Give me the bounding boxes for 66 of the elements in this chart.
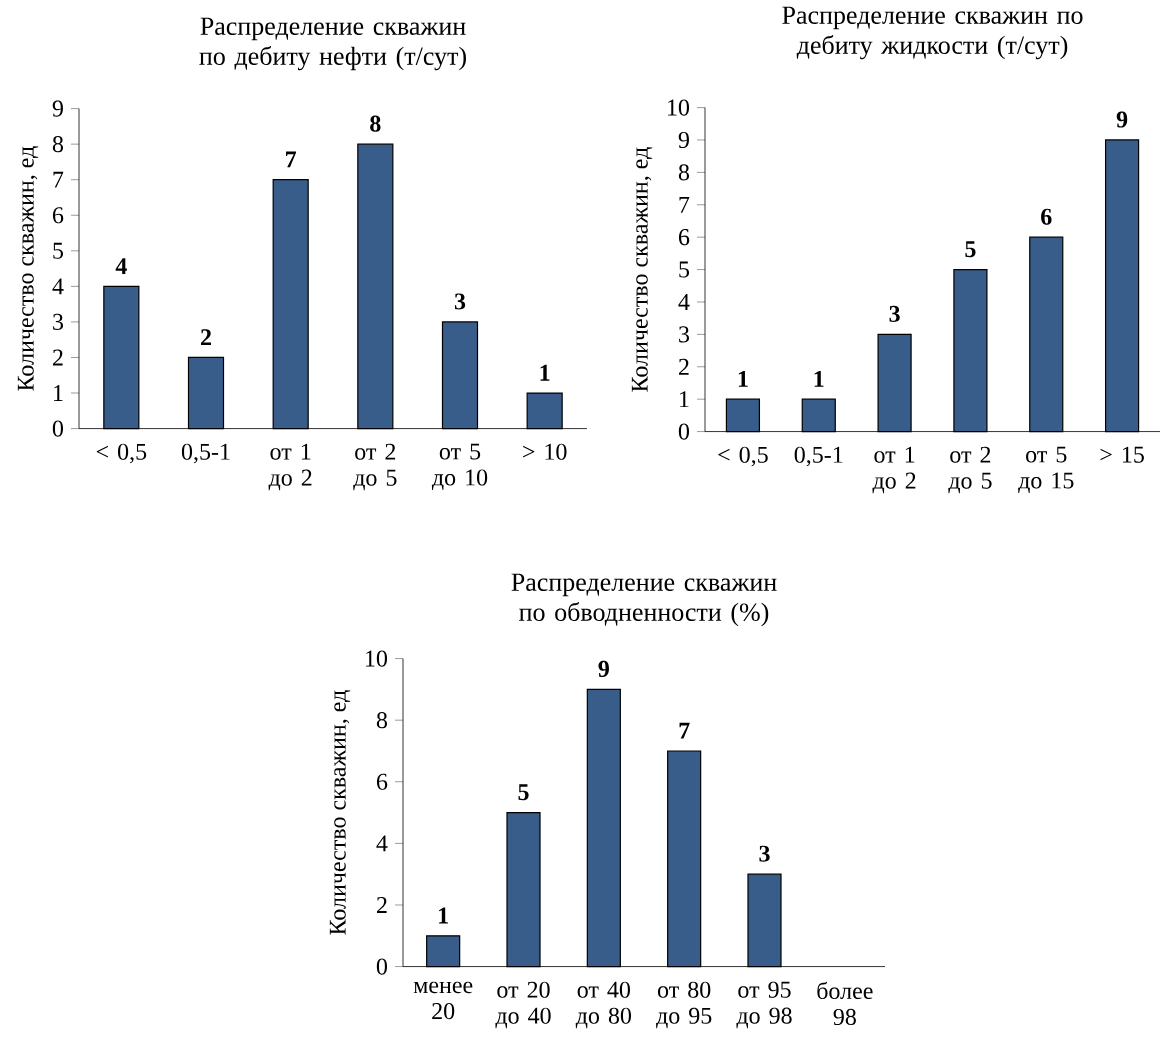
chart-title: Распределение скважин по дебиту нефти (т/сут) xyxy=(199,17,466,71)
y-tick-label: 7 xyxy=(53,172,64,188)
y-tick-label: 3 xyxy=(53,314,64,331)
y-tick-label: 6 xyxy=(376,773,388,791)
y-tick-label: 1 xyxy=(54,385,63,402)
data-label: 3 xyxy=(759,845,770,862)
data-label: 1 xyxy=(738,371,748,387)
x-tick-label: 0,5-1 xyxy=(794,446,843,467)
data-label: 1 xyxy=(814,371,824,387)
y-tick-label: 5 xyxy=(53,243,64,259)
data-label: 6 xyxy=(1041,208,1052,225)
x-tick-label: от 1 до 2 xyxy=(872,446,916,494)
data-label: 5 xyxy=(965,241,976,258)
data-label: 4 xyxy=(115,258,127,275)
y-tick-label: 9 xyxy=(678,132,689,149)
x-tick-label: от 2 до 5 xyxy=(948,446,992,494)
y-tick-label: 0 xyxy=(376,958,388,975)
x-tick-label: < 0,5 xyxy=(96,443,147,464)
y-tick-label: 2 xyxy=(53,349,63,366)
data-label: 2 xyxy=(201,329,211,346)
y-tick-label: 7 xyxy=(679,197,690,213)
y-tick-label: 8 xyxy=(376,712,388,729)
y-tick-label: 10 xyxy=(668,99,690,116)
data-label: 9 xyxy=(1116,111,1128,128)
data-label: 1 xyxy=(540,364,550,381)
y-tick-label: 5 xyxy=(679,261,690,278)
y-tick-label: 4 xyxy=(376,835,388,852)
y-tick-label: 4 xyxy=(52,278,64,295)
data-label: 7 xyxy=(286,151,297,168)
y-tick-label: 2 xyxy=(377,897,387,914)
chart-title: Распределение скважин по обводненности (%) xyxy=(511,573,777,627)
y-axis-title: Количество скважин, ед xyxy=(17,146,39,391)
x-tick-label: от 2 до 5 xyxy=(353,443,397,491)
y-tick-label: 4 xyxy=(678,294,690,311)
x-tick-label: 0,5-1 xyxy=(181,443,230,464)
x-tick-label: от 1 до 2 xyxy=(268,443,312,491)
x-tick-label: > 15 xyxy=(1100,446,1144,463)
data-label: 9 xyxy=(598,661,609,678)
y-tick-label: 8 xyxy=(678,164,690,181)
y-axis-title: Количество скважин, ед xyxy=(631,147,653,392)
y-tick-label: 10 xyxy=(366,650,388,667)
x-tick-label: менее 20 xyxy=(413,981,473,1020)
y-axis-title: Количество скважин, ед xyxy=(329,690,351,935)
x-tick-label: от 95 до 98 xyxy=(736,981,792,1029)
y-tick-label: 3 xyxy=(679,326,690,343)
data-label: 3 xyxy=(889,306,900,323)
y-tick-label: 6 xyxy=(52,207,64,224)
x-tick-label: более 98 xyxy=(817,981,873,1026)
x-tick-label: от 5 до 15 xyxy=(1018,446,1074,494)
y-tick-label: 2 xyxy=(679,359,689,375)
x-tick-label: от 20 до 40 xyxy=(495,981,551,1029)
y-tick-label: 0 xyxy=(52,420,64,437)
chart-title: Распределение скважин по дебиту жидкости (т/сут) xyxy=(782,6,1083,60)
data-label: 1 xyxy=(439,907,448,924)
y-tick-label: 1 xyxy=(680,391,689,408)
y-tick-label: 8 xyxy=(52,136,64,153)
x-tick-label: от 5 до 10 xyxy=(431,443,488,491)
x-tick-label: < 0,5 xyxy=(718,446,768,467)
x-tick-label: > 10 xyxy=(523,443,567,461)
x-tick-label: от 40 до 80 xyxy=(575,981,632,1029)
y-tick-label: 6 xyxy=(678,229,690,246)
y-tick-label: 9 xyxy=(52,100,63,117)
x-tick-label: от 80 до 95 xyxy=(656,981,712,1029)
data-label: 3 xyxy=(454,293,466,310)
y-tick-label: 0 xyxy=(678,423,690,440)
data-label: 5 xyxy=(518,784,529,801)
